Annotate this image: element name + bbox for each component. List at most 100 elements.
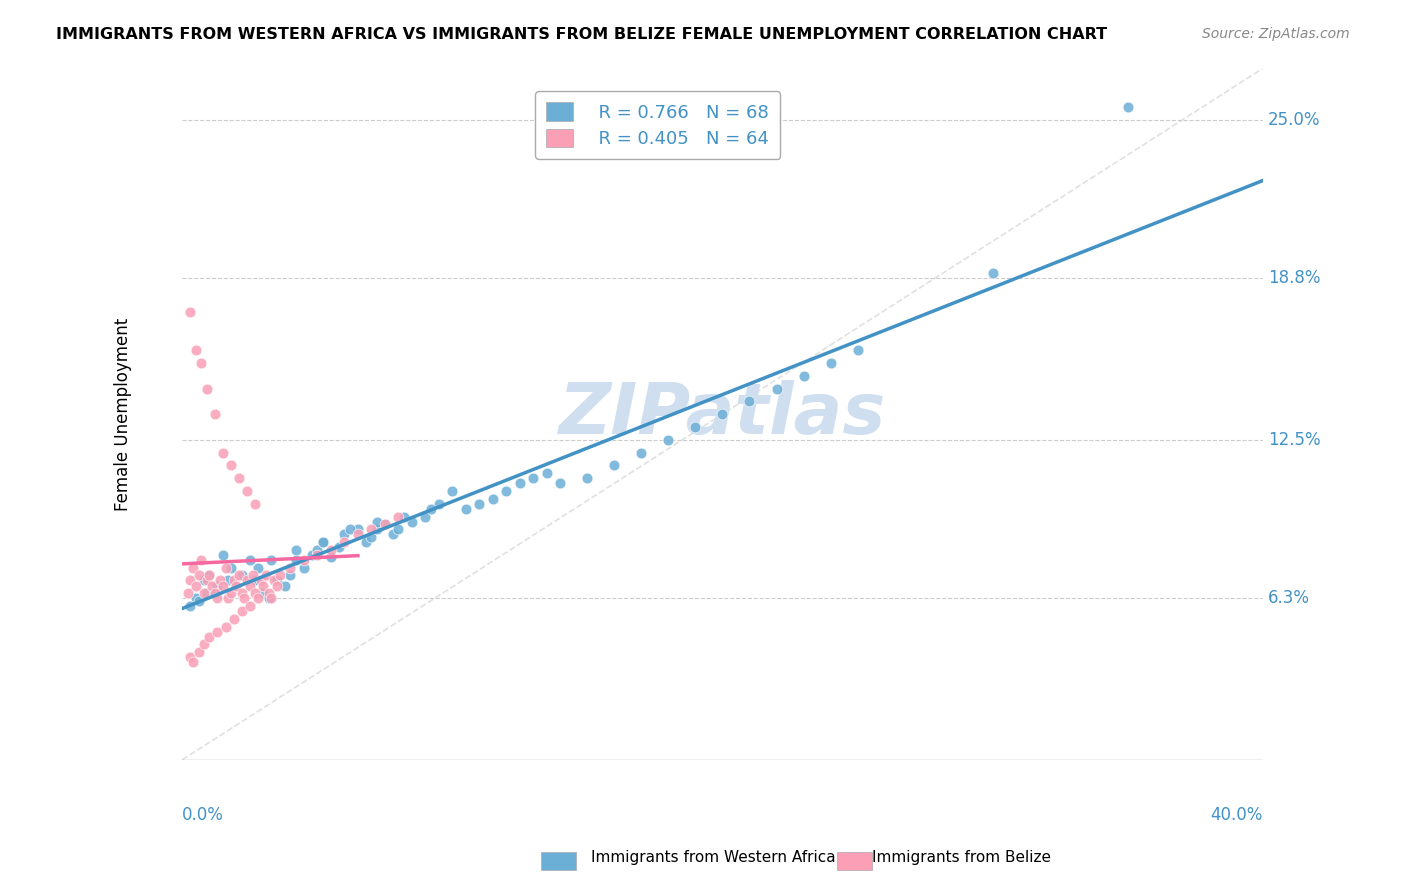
- Point: [536, 466, 558, 480]
- Point: [765, 382, 787, 396]
- Point: [242, 568, 264, 582]
- Point: [482, 491, 505, 506]
- Point: [198, 568, 221, 582]
- Point: [219, 586, 242, 600]
- Point: [239, 553, 262, 567]
- Point: [246, 560, 269, 574]
- Point: [195, 574, 218, 588]
- Point: [219, 560, 242, 574]
- Point: [401, 515, 423, 529]
- Point: [387, 509, 409, 524]
- Point: [280, 560, 302, 574]
- Point: [252, 586, 274, 600]
- Point: [195, 382, 218, 396]
- Point: [179, 650, 201, 665]
- Point: [522, 471, 544, 485]
- Point: [387, 522, 409, 536]
- Point: [187, 594, 209, 608]
- Point: [603, 458, 626, 473]
- Point: [415, 509, 437, 524]
- Text: IMMIGRANTS FROM WESTERN AFRICA VS IMMIGRANTS FROM BELIZE FEMALE UNEMPLOYMENT COR: IMMIGRANTS FROM WESTERN AFRICA VS IMMIGR…: [56, 27, 1108, 42]
- Point: [846, 343, 869, 357]
- Point: [195, 586, 218, 600]
- Point: [441, 483, 464, 498]
- Point: [228, 471, 250, 485]
- Point: [427, 497, 450, 511]
- Point: [193, 638, 215, 652]
- Text: ZIPatlas: ZIPatlas: [558, 380, 886, 449]
- Point: [184, 591, 207, 606]
- Point: [657, 433, 679, 447]
- Point: [319, 550, 342, 565]
- Point: [179, 599, 201, 613]
- Point: [374, 517, 396, 532]
- Point: [181, 560, 204, 574]
- Point: [495, 483, 517, 498]
- Point: [231, 568, 253, 582]
- Point: [266, 574, 288, 588]
- Point: [374, 517, 396, 532]
- Point: [225, 579, 247, 593]
- Point: [193, 586, 215, 600]
- Point: [307, 542, 329, 557]
- Point: [820, 356, 842, 370]
- Point: [198, 630, 221, 644]
- Point: [212, 548, 235, 562]
- Point: [257, 586, 280, 600]
- Point: [179, 304, 201, 318]
- Point: [193, 574, 215, 588]
- Legend:   R = 0.766   N = 68,   R = 0.405   N = 64: R = 0.766 N = 68, R = 0.405 N = 64: [536, 91, 780, 159]
- Point: [576, 471, 599, 485]
- Point: [339, 522, 361, 536]
- Point: [214, 560, 236, 574]
- Point: [209, 574, 232, 588]
- Point: [233, 591, 256, 606]
- Point: [307, 548, 329, 562]
- Point: [204, 586, 226, 600]
- Point: [187, 645, 209, 659]
- Point: [366, 515, 388, 529]
- Point: [214, 619, 236, 633]
- Point: [249, 574, 271, 588]
- Point: [222, 612, 245, 626]
- Text: 6.3%: 6.3%: [1268, 590, 1310, 607]
- Point: [685, 420, 707, 434]
- Text: 40.0%: 40.0%: [1211, 805, 1263, 824]
- Point: [301, 548, 323, 562]
- Point: [274, 579, 297, 593]
- Point: [252, 579, 274, 593]
- Point: [419, 501, 441, 516]
- Point: [333, 527, 356, 541]
- Point: [177, 586, 200, 600]
- Point: [312, 535, 335, 549]
- Point: [207, 591, 229, 606]
- Point: [284, 553, 307, 567]
- Point: [184, 579, 207, 593]
- Point: [219, 458, 242, 473]
- Point: [260, 591, 283, 606]
- Point: [245, 497, 267, 511]
- Point: [257, 591, 280, 606]
- Point: [292, 560, 315, 574]
- Point: [231, 586, 253, 600]
- Point: [347, 527, 370, 541]
- Point: [181, 656, 204, 670]
- Point: [260, 553, 283, 567]
- Point: [738, 394, 761, 409]
- Text: Female Unemployment: Female Unemployment: [114, 318, 132, 511]
- Point: [187, 568, 209, 582]
- Point: [212, 445, 235, 459]
- Point: [217, 574, 239, 588]
- Point: [468, 497, 491, 511]
- Point: [179, 574, 201, 588]
- Point: [236, 574, 259, 588]
- Point: [207, 624, 229, 639]
- Point: [184, 343, 207, 357]
- Point: [509, 476, 531, 491]
- Point: [190, 356, 212, 370]
- Text: 12.5%: 12.5%: [1268, 431, 1320, 449]
- Text: 0.0%: 0.0%: [183, 805, 224, 824]
- Point: [550, 476, 572, 491]
- Point: [711, 407, 734, 421]
- Point: [284, 542, 307, 557]
